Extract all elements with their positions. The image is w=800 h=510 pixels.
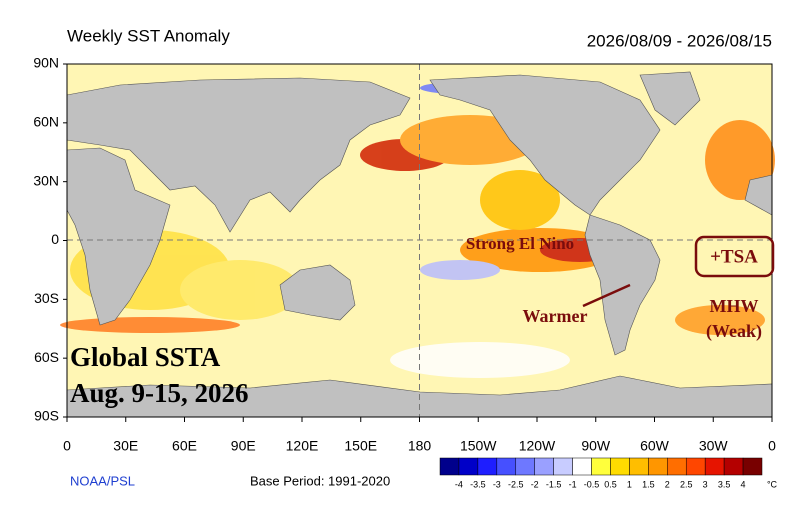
lon-label: 150E: [344, 438, 377, 454]
lat-label: 90S: [34, 408, 59, 424]
colorbar-label: 1.5: [642, 479, 655, 489]
colorbar-label: -1: [569, 479, 577, 489]
lon-label: 150W: [460, 438, 497, 454]
colorbar-unit: °C: [767, 479, 778, 489]
colorbar-swatch: [667, 457, 687, 476]
title: Weekly SST Anomaly: [67, 26, 230, 45]
colorbar-swatch: [515, 457, 535, 476]
colorbar-label: 3: [703, 479, 708, 489]
colorbar-label: 3.5: [718, 479, 731, 489]
colorbar-swatch: [553, 457, 573, 476]
period: 2026/08/09 - 2026/08/15: [587, 31, 772, 50]
colorbar-label: -2.5: [508, 479, 524, 489]
colorbar-swatch: [685, 457, 706, 476]
annotation: Strong El Nino: [466, 234, 574, 253]
overlay-date: Aug. 9-15, 2026: [70, 378, 249, 408]
annotation: MHW: [710, 296, 759, 316]
colorbar-swatch: [458, 457, 479, 476]
colorbar-label: 1: [627, 479, 632, 489]
colorbar-swatch: [648, 457, 668, 476]
annotation-box: [694, 235, 775, 278]
overlay-title: Global SSTA: [70, 342, 221, 372]
lon-label: 90W: [581, 438, 611, 454]
lat-label: 60S: [34, 349, 59, 365]
colorbar-swatch: [572, 457, 592, 476]
lon-label: 120E: [286, 438, 319, 454]
colorbar-swatch: [591, 457, 611, 476]
colorbar-label: 0.5: [604, 479, 617, 489]
colorbar-swatch: [704, 457, 725, 476]
lon-label: 90E: [231, 438, 256, 454]
lon-label: 60E: [172, 438, 197, 454]
annotation-pointer: [582, 283, 631, 308]
colorbar-label: -2: [531, 479, 539, 489]
lon-label: 0: [63, 438, 71, 454]
colorbar-label: 2: [665, 479, 670, 489]
map: Strong El Nino +TSA Warmer MHW (Weak) Gl…: [60, 63, 775, 418]
colorbar: -4 -3.5 -3 -2.5 -2 -1.5 -1 -0.5 0.5 1 1.5 2 2.5 3 3.5 4…: [439, 457, 778, 489]
colorbar-label: -0.5: [584, 479, 600, 489]
lon-label: 30E: [113, 438, 138, 454]
colorbar-swatch: [439, 457, 460, 476]
colorbar-swatch: [477, 457, 498, 476]
annotation: (Weak): [706, 321, 762, 342]
base-period: Base Period: 1991-2020: [250, 473, 390, 488]
lon-label: 0: [768, 438, 776, 454]
colorbar-label: 4: [741, 479, 746, 489]
lon-label: 60W: [640, 438, 670, 454]
colorbar-label: -3: [493, 479, 501, 489]
lat-label: 90N: [33, 55, 59, 71]
colorbar-swatch: [742, 457, 763, 476]
colorbar-label: -3.5: [470, 479, 486, 489]
annotation: Warmer: [523, 306, 588, 326]
lat-label: 30S: [34, 290, 59, 306]
colorbar-swatch: [534, 457, 554, 476]
colorbar-label: -4: [455, 479, 463, 489]
lon-label: 30W: [699, 438, 729, 454]
annotation: +TSA: [710, 246, 758, 267]
colorbar-swatch: [496, 457, 517, 476]
lon-label: 180: [408, 438, 432, 454]
colorbar-swatch: [610, 457, 630, 476]
lat-label: 0: [51, 231, 59, 247]
colorbar-label: 2.5: [680, 479, 693, 489]
colorbar-swatch: [723, 457, 744, 476]
source: NOAA/PSL: [70, 473, 135, 488]
lat-label: 30N: [33, 172, 59, 188]
colorbar-swatch: [629, 457, 649, 476]
lon-label: 120W: [519, 438, 556, 454]
lat-label: 60N: [33, 114, 59, 130]
colorbar-label: -1.5: [546, 479, 562, 489]
